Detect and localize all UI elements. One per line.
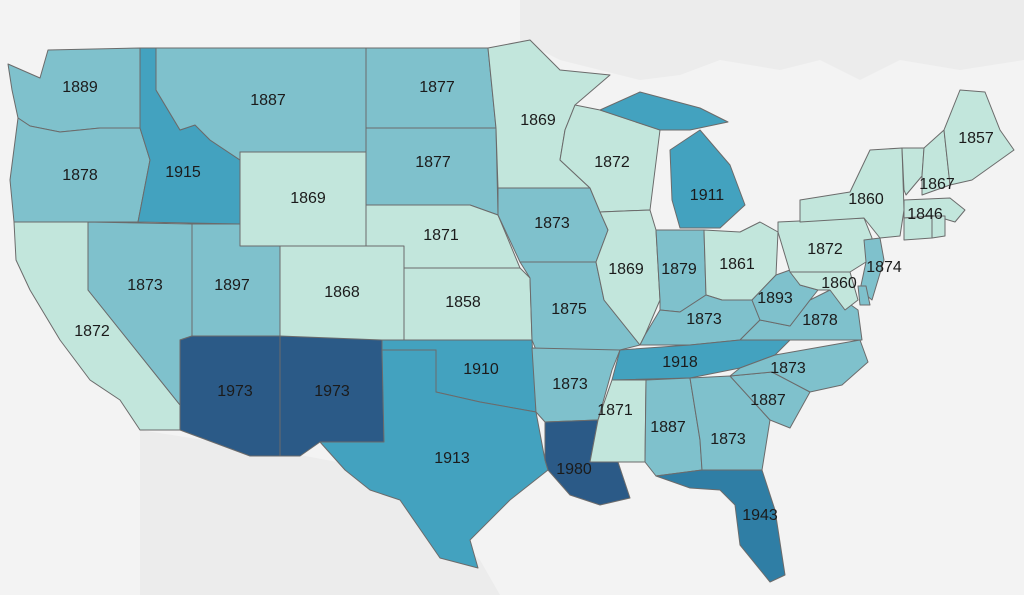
label-co: 1868 xyxy=(324,284,360,301)
label-wy: 1869 xyxy=(290,190,326,207)
label-la: 1980 xyxy=(556,461,592,478)
label-ny: 1860 xyxy=(848,191,884,208)
label-fl: 1943 xyxy=(742,507,778,524)
label-az: 1973 xyxy=(217,383,253,400)
label-vt: 1867 xyxy=(919,176,955,193)
label-ca: 1872 xyxy=(74,323,110,340)
label-ks: 1858 xyxy=(445,294,481,311)
label-sd: 1877 xyxy=(415,154,451,171)
mexico-land xyxy=(140,430,500,595)
state-delaware[interactable] xyxy=(857,285,871,306)
state-texas[interactable] xyxy=(319,349,549,569)
label-wa: 1889 xyxy=(62,79,98,96)
label-oh: 1861 xyxy=(719,256,755,273)
state-north-carolina[interactable] xyxy=(729,339,869,393)
labels-layer: 1889 1878 1872 1915 1873 1887 1869 1897 … xyxy=(62,79,994,524)
label-nj: 1874 xyxy=(866,259,902,276)
label-id: 1915 xyxy=(165,164,201,181)
label-ms: 1871 xyxy=(597,402,633,419)
label-ky: 1873 xyxy=(686,311,722,328)
state-maryland[interactable] xyxy=(789,271,859,311)
state-new-york[interactable] xyxy=(799,147,905,239)
label-mi: 1911 xyxy=(690,187,725,204)
label-ne: 1871 xyxy=(423,227,459,244)
label-tx: 1913 xyxy=(434,450,470,467)
label-nc: 1873 xyxy=(770,360,806,377)
label-me: 1857 xyxy=(958,130,994,147)
state-pennsylvania[interactable] xyxy=(777,217,873,273)
state-michigan-upper[interactable] xyxy=(599,91,729,131)
label-mo: 1875 xyxy=(551,301,587,318)
label-ga: 1873 xyxy=(710,431,746,448)
state-vermont[interactable] xyxy=(901,147,925,196)
label-ut: 1897 xyxy=(214,277,250,294)
label-ma: 1846 xyxy=(907,206,943,223)
state-south-dakota[interactable] xyxy=(365,127,499,216)
label-wi: 1872 xyxy=(594,154,630,171)
label-ar: 1873 xyxy=(552,376,588,393)
state-maine[interactable] xyxy=(943,89,1015,186)
label-or: 1878 xyxy=(62,167,98,184)
state-rhode-island[interactable] xyxy=(931,215,946,239)
label-nm: 1973 xyxy=(314,383,350,400)
label-va: 1878 xyxy=(802,312,838,329)
label-tn: 1918 xyxy=(662,354,698,371)
label-pa: 1872 xyxy=(807,241,843,258)
label-sc: 1887 xyxy=(750,392,786,409)
state-michigan[interactable] xyxy=(669,129,746,229)
label-md: 1860 xyxy=(821,275,857,292)
label-mn: 1869 xyxy=(520,112,556,129)
states-layer xyxy=(7,39,1015,583)
label-ok: 1910 xyxy=(463,361,499,378)
label-nd: 1877 xyxy=(419,79,455,96)
state-florida[interactable] xyxy=(655,469,786,583)
state-new-hampshire[interactable] xyxy=(921,129,951,196)
label-nv: 1873 xyxy=(127,277,163,294)
label-al: 1887 xyxy=(650,419,686,436)
canada-land xyxy=(520,0,1024,80)
label-in: 1879 xyxy=(661,261,697,278)
label-mt: 1887 xyxy=(250,92,286,109)
label-il: 1869 xyxy=(608,261,644,278)
label-ia: 1873 xyxy=(534,215,570,232)
label-wv: 1893 xyxy=(757,290,793,307)
